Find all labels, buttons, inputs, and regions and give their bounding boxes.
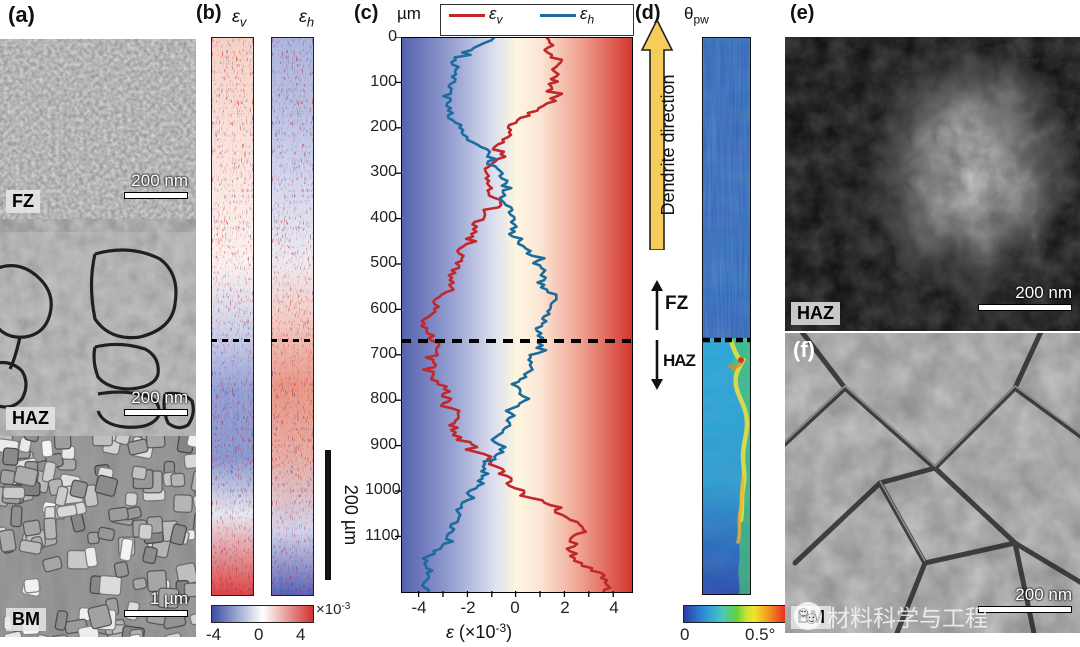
svg-text:Dendrite direction: Dendrite direction <box>659 74 678 215</box>
svg-text:200 µm: 200 µm <box>341 485 360 545</box>
